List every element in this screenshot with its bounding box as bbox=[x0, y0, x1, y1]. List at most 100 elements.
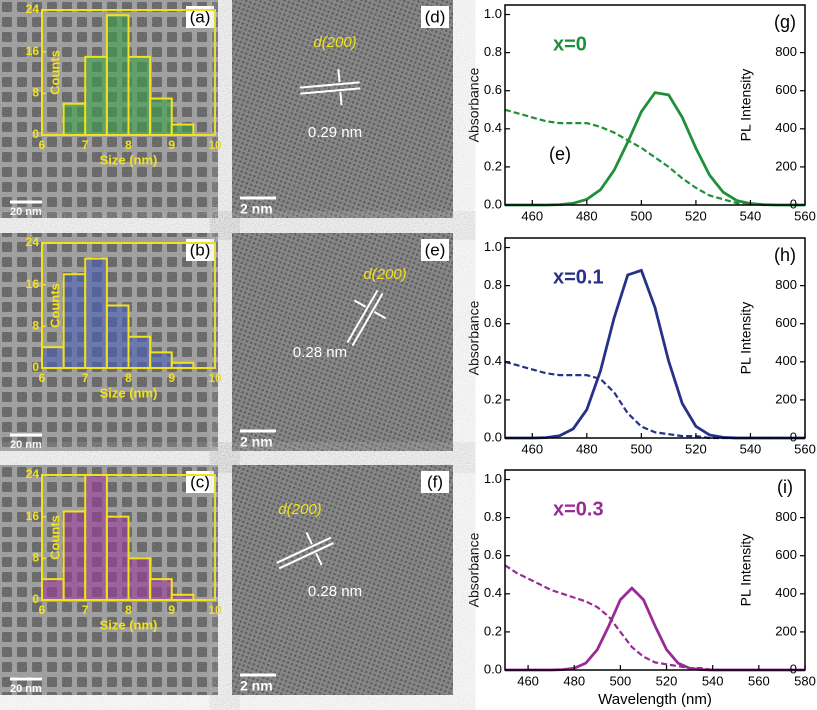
x-tick-label: 580 bbox=[794, 673, 816, 688]
x-axis-label: Size (nm) bbox=[100, 385, 158, 400]
x-tick-label: 7 bbox=[82, 603, 89, 617]
hrtem-noise bbox=[232, 0, 453, 218]
y-tick-label: 8 bbox=[32, 319, 39, 333]
x-tick-label: 6 bbox=[39, 371, 46, 385]
marker-line bbox=[346, 290, 379, 343]
y2-tick-label: 200 bbox=[775, 158, 797, 173]
y2-tick-label: 400 bbox=[775, 353, 797, 368]
marker-line bbox=[300, 87, 361, 95]
y2-tick-label: 600 bbox=[775, 315, 797, 330]
y2-axis-label: PL Intensity bbox=[738, 534, 754, 607]
y2-tick-label: 600 bbox=[775, 82, 797, 97]
annotation: x=0 bbox=[553, 33, 587, 55]
x-tick-label: 8 bbox=[125, 371, 132, 385]
panel-label: (b) bbox=[190, 240, 211, 259]
x-tick-label: 480 bbox=[563, 673, 585, 688]
x-tick-label: 7 bbox=[82, 138, 89, 152]
y-tick-label: 0.8 bbox=[484, 509, 502, 524]
histogram-bar bbox=[105, 14, 130, 136]
y-axis-label: Absorbance bbox=[466, 532, 482, 607]
histogram-bar bbox=[149, 578, 173, 602]
histogram-bar bbox=[41, 346, 65, 369]
x-tick-label: 560 bbox=[794, 208, 816, 223]
marker-line bbox=[276, 536, 332, 564]
histogram-bar bbox=[170, 123, 195, 137]
panel-label: (e) bbox=[425, 240, 446, 259]
x-tick-label: 10 bbox=[208, 371, 222, 385]
x-tick-label: 540 bbox=[740, 441, 762, 456]
histogram-bar bbox=[41, 578, 65, 602]
x-tick-label: 500 bbox=[610, 673, 632, 688]
x-tick-label: 460 bbox=[517, 673, 539, 688]
histogram-bar bbox=[84, 257, 108, 369]
scale-bar-label: 20 nm bbox=[10, 683, 42, 695]
x-tick-label: 9 bbox=[168, 603, 175, 617]
scale-bar-label: 20 nm bbox=[10, 439, 42, 451]
marker-line bbox=[278, 542, 334, 570]
y-tick-label: 0.2 bbox=[484, 158, 502, 173]
y-tick-label: 24 bbox=[26, 2, 40, 16]
x-tick-label: 460 bbox=[521, 208, 543, 223]
x-tick-label: 480 bbox=[576, 208, 598, 223]
y-axis-label: Counts bbox=[47, 283, 62, 328]
hrtem-noise bbox=[232, 465, 453, 695]
x-tick-label: 10 bbox=[208, 138, 222, 152]
plot-frame bbox=[504, 469, 806, 671]
panel-label-box bbox=[421, 471, 449, 493]
panel-label: (h) bbox=[774, 245, 796, 265]
panel-label-box bbox=[186, 6, 214, 28]
marker-line bbox=[353, 299, 367, 308]
histogram-bar bbox=[105, 304, 130, 369]
y-tick-label: 0.8 bbox=[484, 44, 502, 59]
absorbance-line bbox=[504, 564, 805, 672]
pl-line bbox=[505, 268, 805, 440]
panel-label: (g) bbox=[774, 12, 796, 32]
y-tick-label: 0.4 bbox=[484, 120, 502, 135]
x-tick-label: 10 bbox=[208, 603, 222, 617]
y-tick-label: 0.6 bbox=[484, 82, 502, 97]
y2-tick-label: 200 bbox=[775, 391, 797, 406]
y2-tick-label: 800 bbox=[775, 509, 797, 524]
x-tick-label: 520 bbox=[656, 673, 678, 688]
y2-tick-label: 0 bbox=[790, 429, 797, 444]
y-tick-label: 0.0 bbox=[484, 661, 502, 676]
lattice-marker bbox=[276, 532, 334, 570]
x-tick-label: 520 bbox=[685, 208, 707, 223]
panel-label-box bbox=[421, 6, 449, 28]
histogram-bar bbox=[105, 515, 130, 602]
annotation: x=0.3 bbox=[553, 498, 604, 520]
x-tick-label: 480 bbox=[576, 441, 598, 456]
y2-tick-label: 600 bbox=[775, 547, 797, 562]
y2-tick-label: 400 bbox=[775, 585, 797, 600]
plot-frame bbox=[504, 4, 806, 206]
x-tick-label: 520 bbox=[685, 441, 707, 456]
y-tick-label: 24 bbox=[26, 467, 40, 481]
marker-line bbox=[373, 310, 387, 320]
x-tick-label: 460 bbox=[521, 441, 543, 456]
y-tick-label: 16 bbox=[26, 277, 40, 291]
scale-bar-label: 2 nm bbox=[240, 678, 273, 694]
marker-line bbox=[299, 81, 360, 89]
histogram-bar bbox=[62, 102, 87, 136]
x-axis-label: Wavelength (nm) bbox=[598, 691, 712, 708]
scale-bar-label: 2 nm bbox=[240, 434, 273, 450]
y-tick-label: 0.6 bbox=[484, 315, 502, 330]
marker-line bbox=[339, 92, 343, 106]
histogram-bar bbox=[62, 510, 87, 602]
panel-label-box bbox=[186, 239, 214, 261]
x-tick-label: 6 bbox=[39, 603, 46, 617]
y2-tick-label: 800 bbox=[775, 44, 797, 59]
y2-tick-label: 400 bbox=[775, 120, 797, 135]
scale-bar-label: 2 nm bbox=[240, 201, 273, 217]
spacing-label: 0.29 nm bbox=[308, 124, 362, 141]
y-tick-label: 0 bbox=[32, 592, 39, 606]
histogram-bar bbox=[149, 97, 173, 136]
absorbance-line bbox=[504, 360, 805, 440]
x-tick-label: 7 bbox=[82, 371, 89, 385]
x-axis-label: Size (nm) bbox=[100, 617, 158, 632]
marker-line bbox=[315, 552, 323, 566]
pl-line bbox=[505, 586, 805, 672]
y-tick-label: 0 bbox=[32, 127, 39, 141]
x-tick-label: 6 bbox=[39, 138, 46, 152]
